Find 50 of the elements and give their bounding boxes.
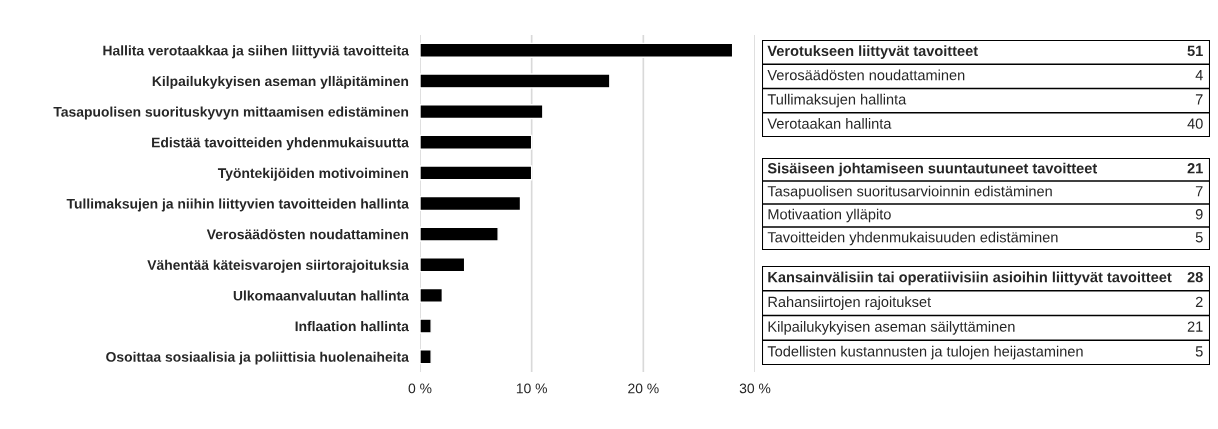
x-tick-label: 10 % <box>516 383 547 394</box>
bar <box>420 318 432 334</box>
category-label: Tavoitteiden yhdenmukaisuuden edistäminen <box>767 231 1058 246</box>
category-label: Verosäädösten noudattaminen <box>767 69 965 81</box>
y-tick-label: Tasapuolisen suorituskyvyn mittaamisen edistäminen <box>53 106 409 120</box>
x-tick-label: 0 % <box>408 383 432 394</box>
bar <box>420 349 432 365</box>
category-label: Verotaakan hallinta <box>767 118 892 129</box>
bar <box>420 226 499 242</box>
data-label: 7 <box>1195 94 1203 105</box>
x-tick-label: 20 % <box>628 383 659 394</box>
y-tick-label: Hallita verotaakkaa ja siihen liittyviä tavoitteita <box>103 45 409 59</box>
bar <box>420 257 466 273</box>
data-label: 40 <box>1187 118 1203 129</box>
text: 21 <box>1187 163 1203 174</box>
category-label: Tasapuolisen suoritusarvioinnin edistäminen <box>767 185 1052 200</box>
y-tick-label: Edistää tavoitteiden yhdenmukaisuutta <box>152 137 409 151</box>
y-tick-label: Kilpailukykyisen aseman ylläpitäminen <box>152 75 409 89</box>
text: 51 <box>1187 45 1203 57</box>
y-tick-label: Työntekijöiden motivoiminen <box>217 167 409 181</box>
text: 28 <box>1187 271 1203 283</box>
y-tick-label: Inflaation hallinta <box>295 321 409 332</box>
y-tick-label: Tullimaksujen ja niihin liittyvien tavoitteiden hallinta <box>66 198 410 212</box>
text: Verotukseen liittyvät tavoitteet <box>767 45 978 59</box>
y-tick-label: Osoittaa sosiaalisia ja poliittisia huolenaiheita <box>106 351 410 365</box>
data-label: 7 <box>1195 186 1203 197</box>
bar <box>420 73 611 89</box>
bar <box>420 195 522 212</box>
category-label: Tullimaksujen hallinta <box>767 93 907 108</box>
bar <box>420 287 444 303</box>
data-label: 4 <box>1195 70 1203 81</box>
x-tick-label: 30 % <box>739 383 771 394</box>
category-label: Rahansiirtojen rajoitukset <box>768 296 932 310</box>
category-label: Motivaation ylläpito <box>768 208 891 223</box>
data-label: 21 <box>1187 321 1203 332</box>
bar <box>420 165 533 181</box>
category-label: Todellisten kustannusten ja tulojen heijastaminen <box>767 345 1083 360</box>
y-tick-label: Vähentää käteisvarojen siirtorajoituksia <box>147 259 409 273</box>
data-label: 5 <box>1195 232 1203 243</box>
bar <box>420 134 533 150</box>
y-tick-label: Verosäädösten noudattaminen <box>206 229 409 240</box>
data-label: 5 <box>1195 346 1203 357</box>
text: Kansainvälisiin tai operatiivisiin asioihin liittyvät tavoitteet <box>768 271 1172 286</box>
bar <box>420 104 544 120</box>
text: Sisäiseen johtamiseen suuntautuneet tavoitteet <box>767 162 1098 177</box>
y-tick-label: Ulkomaanvaluutan hallinta <box>233 290 409 301</box>
data-label: 9 <box>1195 209 1203 220</box>
data-label: 2 <box>1195 296 1203 307</box>
bar <box>420 42 734 58</box>
category-label: Kilpailukykyisen aseman säilyttäminen <box>768 321 1015 335</box>
